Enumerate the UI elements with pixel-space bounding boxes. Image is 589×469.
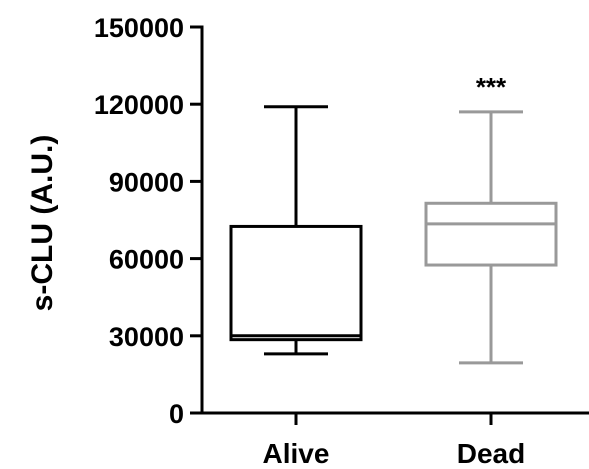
y-tick-label: 0 [169, 399, 184, 429]
y-tick-label: 60000 [109, 245, 184, 275]
y-tick-label: 150000 [94, 13, 184, 43]
x-category-label: Alive [263, 438, 330, 469]
x-category-label: Dead [457, 438, 525, 469]
y-axis-title: s-CLU (A.U.) [26, 135, 59, 312]
y-tick-label: 30000 [109, 322, 184, 352]
box-dead [424, 110, 558, 365]
boxes [229, 105, 558, 365]
iqr-box [424, 201, 558, 267]
iqr-box [229, 224, 363, 342]
annotations: *** [476, 72, 507, 102]
x-axis: Alive Dead [200, 411, 589, 469]
y-tick-label: 90000 [109, 167, 184, 197]
y-axis: 0 30000 60000 90000 120000 150000 [94, 13, 204, 429]
y-tick-label: 120000 [94, 90, 184, 120]
box-alive [229, 105, 363, 356]
significance-label: *** [476, 72, 507, 102]
